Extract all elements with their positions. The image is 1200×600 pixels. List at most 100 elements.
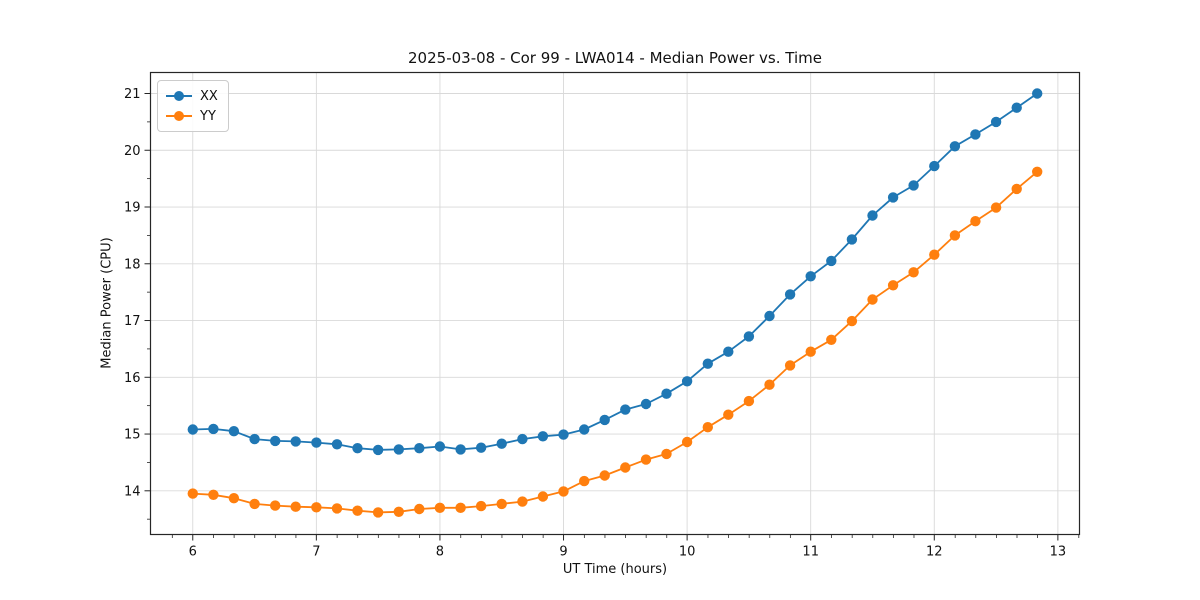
data-point-xx [249, 433, 260, 445]
legend-swatch-yy [166, 110, 192, 122]
data-point-yy [846, 315, 858, 327]
data-point-xx [372, 444, 384, 456]
data-point-yy [372, 507, 384, 518]
chart-title: 2025-03-08 - Cor 99 - LWA014 - Median Po… [408, 49, 822, 67]
x-tick-label: 8 [436, 545, 444, 560]
data-point-xx [887, 192, 899, 203]
data-point-xx [434, 441, 446, 452]
data-point-xx [784, 289, 796, 300]
data-point-xx [702, 358, 713, 369]
data-point-yy [352, 505, 363, 516]
data-point-xx [826, 255, 837, 267]
data-point-yy [681, 436, 693, 448]
data-point-xx [579, 424, 590, 435]
data-point-xx [331, 439, 343, 450]
data-point-xx [805, 271, 816, 282]
data-point-xx [393, 444, 404, 455]
legend-swatch-xx [166, 90, 192, 102]
data-point-xx [517, 433, 528, 445]
x-tick-label: 12 [926, 545, 943, 560]
y-axis-label: Median Power (CPU) [99, 237, 115, 369]
data-point-yy [1032, 166, 1043, 177]
data-point-xx [908, 180, 919, 191]
data-point-xx [867, 210, 878, 221]
x-tick-label: 11 [802, 545, 819, 560]
data-point-yy [475, 500, 487, 512]
data-point-yy [311, 502, 322, 513]
data-point-yy [970, 216, 981, 227]
data-point-xx [455, 444, 466, 455]
data-point-xx [723, 346, 734, 357]
x-tick-label: 9 [559, 545, 567, 560]
data-point-yy [208, 489, 219, 500]
x-tick-label: 13 [1050, 545, 1067, 560]
y-tick-label: 18 [124, 257, 141, 272]
data-point-yy [599, 470, 610, 481]
data-point-xx [414, 443, 425, 454]
data-point-yy [929, 249, 940, 260]
data-point-yy [826, 334, 837, 345]
legend-dot-icon [174, 91, 184, 101]
data-point-xx [208, 423, 219, 435]
x-tick-label: 6 [189, 545, 197, 560]
data-point-yy [558, 486, 569, 497]
data-point-yy [187, 488, 198, 499]
y-tick-label: 20 [124, 144, 141, 159]
data-point-yy [702, 422, 713, 433]
data-point-yy [249, 498, 260, 510]
data-point-xx [352, 443, 363, 454]
legend-item-yy: YY [166, 106, 218, 126]
data-point-xx [949, 141, 961, 152]
x-tick-label: 7 [312, 545, 320, 560]
y-tick-label: 14 [124, 484, 141, 499]
data-point-xx [290, 436, 301, 447]
data-point-yy [784, 360, 796, 371]
data-point-yy [434, 502, 446, 513]
series-line-yy [192, 171, 1038, 514]
data-point-xx [228, 426, 240, 437]
data-point-xx [1011, 102, 1022, 113]
data-point-xx [764, 310, 775, 322]
data-point-yy [537, 491, 549, 502]
data-point-yy [290, 501, 301, 512]
data-point-yy [393, 506, 404, 517]
data-point-yy [908, 267, 919, 278]
data-point-xx [1032, 88, 1043, 99]
data-point-xx [681, 376, 693, 387]
legend-label: YY [200, 108, 216, 124]
y-tick-label: 15 [124, 428, 141, 443]
legend: XX YY [157, 80, 229, 132]
data-point-yy [620, 462, 631, 473]
data-point-xx [990, 116, 1002, 128]
data-point-xx [311, 437, 322, 448]
data-point-yy [455, 502, 466, 513]
x-tick-label: 10 [679, 545, 696, 560]
legend-dot-icon [174, 111, 184, 121]
data-point-xx [496, 438, 507, 449]
data-point-xx [599, 414, 610, 426]
data-point-yy [805, 346, 816, 357]
data-point-yy [270, 500, 281, 511]
data-point-yy [228, 493, 240, 504]
data-point-xx [270, 435, 281, 447]
axes-frame [149, 71, 1081, 536]
data-point-yy [949, 230, 961, 241]
data-point-yy [331, 503, 343, 514]
data-point-yy [723, 409, 734, 420]
data-point-xx [537, 431, 549, 442]
data-point-xx [558, 429, 569, 440]
legend-label: XX [200, 88, 218, 104]
data-point-xx [970, 129, 981, 140]
y-tick-label: 17 [124, 314, 141, 329]
data-point-yy [764, 379, 775, 390]
data-point-yy [990, 202, 1002, 213]
data-point-yy [414, 503, 425, 515]
y-tick-label: 19 [124, 201, 141, 216]
legend-item-xx: XX [166, 86, 218, 106]
data-point-xx [846, 234, 858, 245]
data-point-yy [496, 498, 507, 510]
data-point-yy [887, 280, 899, 291]
data-point-xx [640, 398, 652, 410]
